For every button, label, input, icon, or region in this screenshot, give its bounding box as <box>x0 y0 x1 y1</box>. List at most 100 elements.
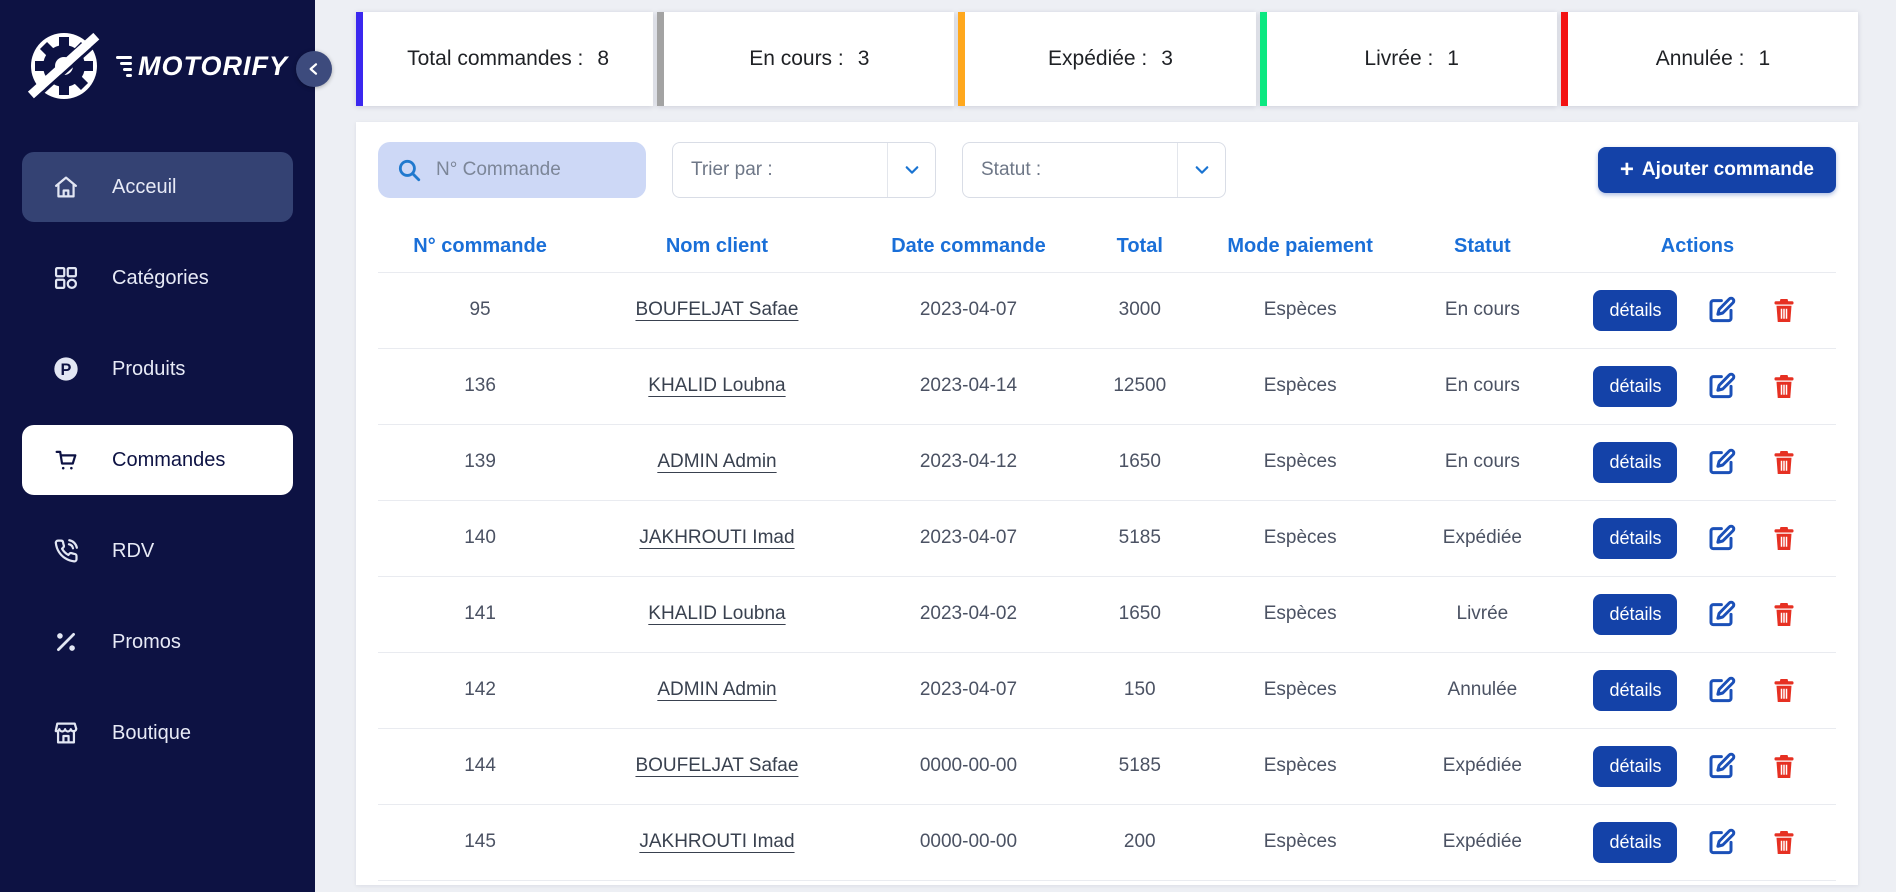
delete-button[interactable] <box>1767 749 1801 783</box>
column-header: Total <box>1116 235 1163 258</box>
client-name-link[interactable]: KHALID Loubna <box>648 603 786 624</box>
delete-button[interactable] <box>1767 293 1801 327</box>
payment-mode-cell: Espèces <box>1194 803 1406 881</box>
stat-value: 1 <box>1758 47 1771 70</box>
client-name-link[interactable]: BOUFELJAT Safae <box>635 299 799 320</box>
stat-label: Annulée : <box>1655 47 1745 70</box>
brand-logo: MOTORIFY <box>0 0 315 102</box>
payment-mode-cell: Espèces <box>1194 651 1406 728</box>
sidebar-item-produits[interactable]: P Produits <box>22 334 293 404</box>
sidebar-item-categories[interactable]: Catégories <box>22 243 293 313</box>
edit-button[interactable] <box>1705 521 1739 555</box>
delete-button[interactable] <box>1767 369 1801 403</box>
edit-button[interactable] <box>1705 825 1739 859</box>
table-row: 95 BOUFELJAT Safae 2023-04-07 3000 Espèc… <box>378 271 1836 348</box>
payment-mode-cell: Espèces <box>1194 423 1406 500</box>
column-header: Mode paiement <box>1227 235 1373 258</box>
details-button[interactable]: détails <box>1593 593 1678 635</box>
client-name-link[interactable]: BOUFELJAT Safae <box>635 755 799 776</box>
edit-button[interactable] <box>1705 293 1739 327</box>
edit-button[interactable] <box>1705 673 1739 707</box>
column-header: Actions <box>1660 235 1735 258</box>
order-id-cell: 140 <box>378 499 583 576</box>
details-button[interactable]: détails <box>1593 365 1678 407</box>
actions-cell: détails <box>1559 577 1836 652</box>
order-id-cell: 136 <box>378 347 583 424</box>
client-name-link[interactable]: JAKHROUTI Imad <box>639 527 795 548</box>
brand-name: MOTORIFY <box>116 51 288 82</box>
payment-mode-cell: Espèces <box>1194 499 1406 576</box>
svg-text:P: P <box>61 361 72 379</box>
order-search[interactable] <box>378 142 646 198</box>
payment-mode-cell: Espèces <box>1194 271 1406 348</box>
details-button[interactable]: détails <box>1593 745 1678 787</box>
order-date-cell: 0000-00-00 <box>851 727 1086 804</box>
trash-icon <box>1774 679 1794 702</box>
stat-card: Livrée : 1 <box>1259 12 1557 106</box>
actions-cell: détails <box>1559 425 1836 500</box>
sidebar-item-commandes[interactable]: Commandes <box>22 425 293 495</box>
details-button[interactable]: détails <box>1593 517 1678 559</box>
actions-cell: détails <box>1559 729 1836 804</box>
edit-button[interactable] <box>1705 749 1739 783</box>
sort-select[interactable]: Trier par : <box>672 142 936 198</box>
sidebar-item-label: Boutique <box>112 721 191 744</box>
order-date-cell: 2023-04-07 <box>851 651 1086 728</box>
plus-icon: + <box>1619 156 1634 183</box>
order-date-cell: 2023-04-02 <box>851 575 1086 652</box>
add-order-button[interactable]: + Ajouter commande <box>1597 147 1836 193</box>
actions-cell: détails <box>1559 349 1836 424</box>
delete-button[interactable] <box>1767 521 1801 555</box>
sidebar-item-promos[interactable]: Promos <box>22 607 293 677</box>
delete-button[interactable] <box>1767 597 1801 631</box>
stat-label: En cours : <box>749 47 844 70</box>
order-id-cell: 141 <box>378 575 583 652</box>
sidebar: MOTORIFY Acceuil Catégories P Produits C… <box>0 0 315 892</box>
edit-button[interactable] <box>1705 597 1739 631</box>
trash-icon <box>1774 375 1794 398</box>
order-total-cell: 150 <box>1085 651 1195 728</box>
edit-button[interactable] <box>1705 445 1739 479</box>
actions-cell: détails <box>1559 653 1836 728</box>
status-select-label: Statut : <box>981 159 1042 180</box>
orders-panel: Trier par : Statut : + Ajouter commande <box>356 122 1858 885</box>
edit-button[interactable] <box>1705 369 1739 403</box>
order-id-cell: 139 <box>378 423 583 500</box>
client-name-link[interactable]: ADMIN Admin <box>657 451 777 472</box>
sidebar-collapse-button[interactable] <box>296 51 332 87</box>
sidebar-item-boutique[interactable]: Boutique <box>22 698 293 768</box>
order-id-cell: 144 <box>378 727 583 804</box>
client-name-link[interactable]: JAKHROUTI Imad <box>639 831 795 852</box>
status-cell: Annulée <box>1405 651 1559 728</box>
details-button[interactable]: détails <box>1593 441 1678 483</box>
details-button[interactable]: détails <box>1593 821 1678 863</box>
search-input[interactable] <box>436 159 632 181</box>
stat-label: Expédiée : <box>1048 47 1148 70</box>
sidebar-item-rdv[interactable]: RDV <box>22 516 293 586</box>
stat-value: 8 <box>597 47 610 70</box>
sort-select-label: Trier par : <box>691 159 773 180</box>
sidebar-item-acceuil[interactable]: Acceuil <box>22 152 293 222</box>
delete-button[interactable] <box>1767 673 1801 707</box>
client-name-link[interactable]: ADMIN Admin <box>657 679 777 700</box>
status-cell: Livrée <box>1405 575 1559 652</box>
payment-mode-cell: Espèces <box>1194 347 1406 424</box>
payment-mode-cell: Espèces <box>1194 727 1406 804</box>
delete-button[interactable] <box>1767 445 1801 479</box>
stat-label: Total commandes : <box>407 47 584 70</box>
speed-lines-icon <box>116 55 132 77</box>
status-cell: En cours <box>1405 423 1559 500</box>
stat-card: Annulée : 1 <box>1560 12 1859 106</box>
gear-slash-logo-icon <box>27 30 102 102</box>
details-button[interactable]: détails <box>1593 289 1678 331</box>
client-name-link[interactable]: KHALID Loubna <box>648 375 786 396</box>
status-cell: Expédiée <box>1405 727 1559 804</box>
details-button[interactable]: détails <box>1593 669 1678 711</box>
stat-value: 3 <box>857 47 870 70</box>
sidebar-item-label: Promos <box>112 630 181 653</box>
stat-card: En cours : 3 <box>657 12 955 106</box>
status-select[interactable]: Statut : <box>962 142 1226 198</box>
table-row: 139 ADMIN Admin 2023-04-12 1650 Espèces … <box>378 423 1836 500</box>
delete-button[interactable] <box>1767 825 1801 859</box>
table-row: 142 ADMIN Admin 2023-04-07 150 Espèces A… <box>378 651 1836 728</box>
